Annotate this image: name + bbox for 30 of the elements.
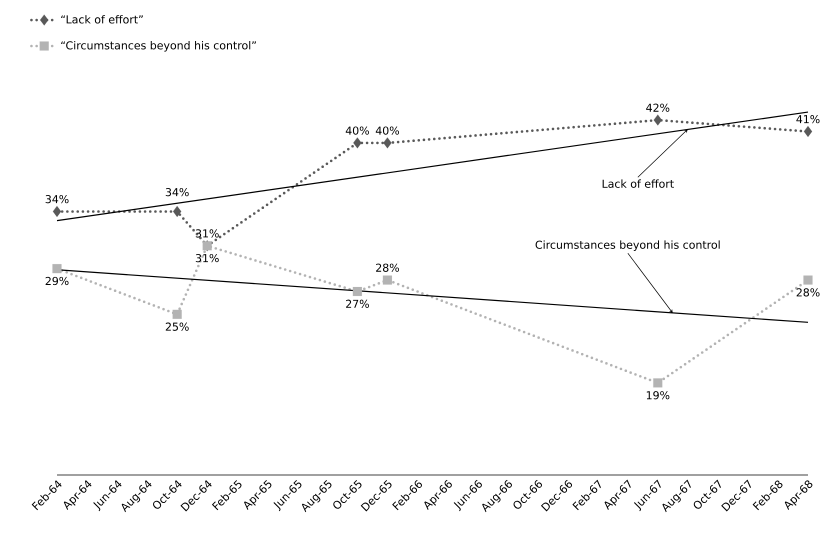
data-label: 40% <box>346 126 369 135</box>
point <box>804 126 812 138</box>
point <box>383 137 392 148</box>
data-label: 34% <box>166 188 189 196</box>
data-label: 25% <box>166 322 189 331</box>
point <box>353 137 362 148</box>
point <box>352 286 362 296</box>
data-label: 28% <box>796 288 820 297</box>
data-label: 31% <box>196 254 219 262</box>
data-label: 41% <box>796 115 820 124</box>
data-label: 34% <box>46 195 69 204</box>
point <box>654 114 662 126</box>
data-label: 40% <box>376 126 400 135</box>
annotation: Circumstances beyond his control <box>536 240 720 251</box>
legend-label: “Lack of effort” <box>61 15 143 24</box>
point <box>803 276 813 285</box>
point <box>173 206 182 218</box>
point <box>52 264 62 274</box>
data-label: 31% <box>196 229 219 238</box>
data-label: 29% <box>46 276 69 286</box>
legend-label: “Circumstances beyond his control” <box>61 41 256 52</box>
data-label: 42% <box>646 104 670 112</box>
point <box>382 276 392 285</box>
data-label: 27% <box>346 300 369 308</box>
data-label: 19% <box>646 391 670 400</box>
data-label: 28% <box>376 264 400 272</box>
point <box>653 378 662 388</box>
annotation: Lack of effort <box>602 179 674 188</box>
point <box>172 310 182 319</box>
point <box>52 206 62 218</box>
